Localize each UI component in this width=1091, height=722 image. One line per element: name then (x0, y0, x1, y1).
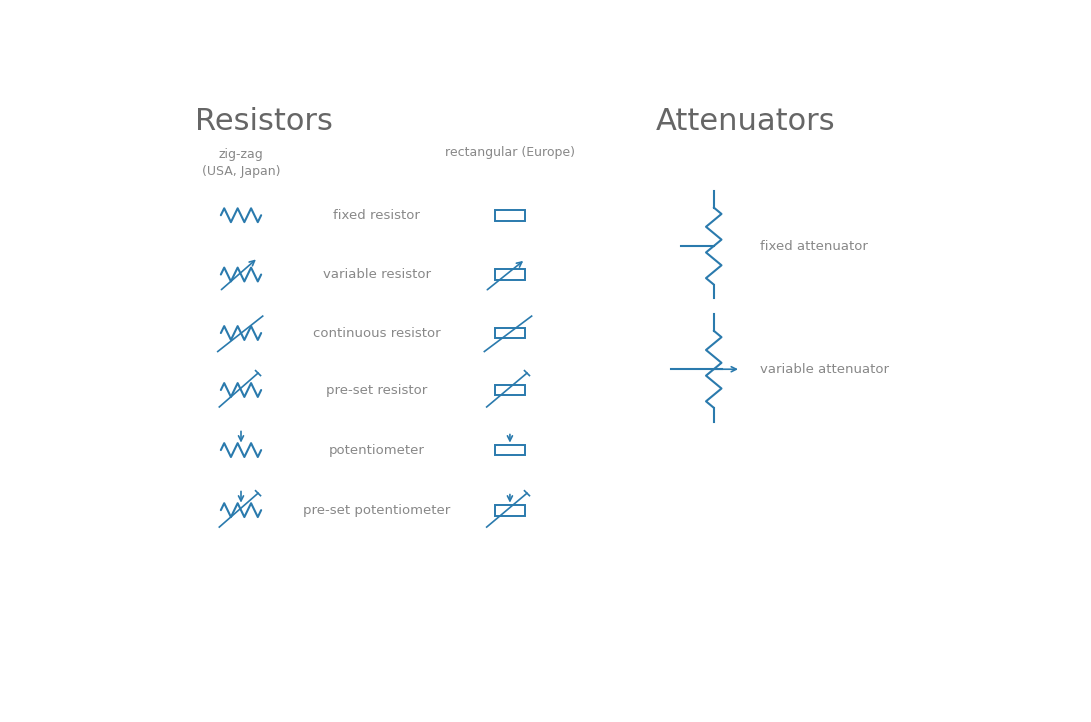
Text: variable resistor: variable resistor (323, 268, 431, 281)
Bar (495, 328, 525, 339)
Text: Resistors: Resistors (194, 108, 333, 136)
Text: potentiometer: potentiometer (328, 443, 424, 456)
Bar (495, 445, 525, 456)
Bar (495, 210, 525, 221)
Bar (495, 269, 525, 280)
Text: fixed attenuator: fixed attenuator (760, 240, 868, 253)
Text: variable attenuator: variable attenuator (760, 362, 889, 375)
Text: pre-set potentiometer: pre-set potentiometer (303, 504, 451, 517)
Bar (495, 505, 525, 516)
Text: pre-set resistor: pre-set resistor (326, 383, 428, 396)
Text: zig-zag
(USA, Japan): zig-zag (USA, Japan) (202, 148, 280, 178)
Text: Attenuators: Attenuators (656, 108, 836, 136)
Text: rectangular (Europe): rectangular (Europe) (445, 146, 575, 159)
Text: fixed resistor: fixed resistor (333, 209, 420, 222)
Bar (495, 385, 525, 396)
Text: continuous resistor: continuous resistor (313, 326, 441, 339)
